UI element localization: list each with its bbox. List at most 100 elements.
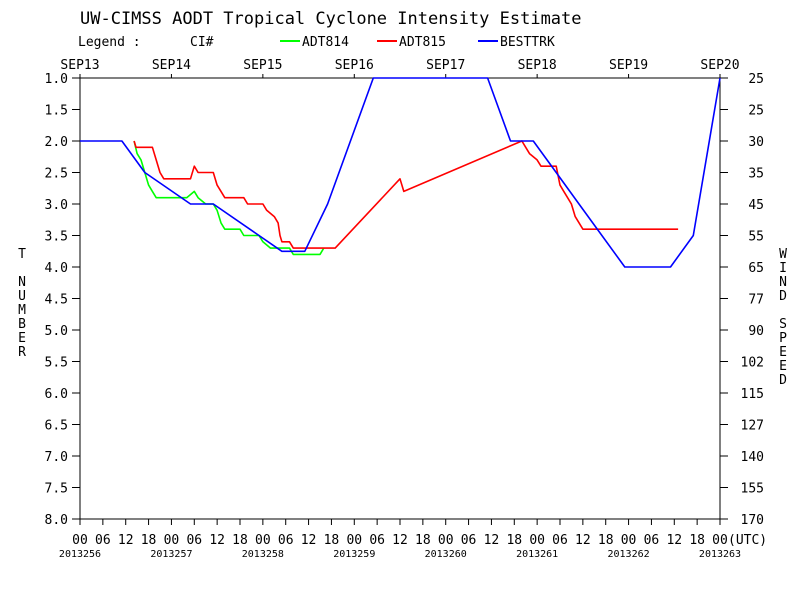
legend-label: BESTTRK: [500, 35, 555, 50]
x-hour-label: 12: [118, 533, 134, 548]
x-hour-label: 00: [712, 533, 728, 548]
x-hour-label: 12: [392, 533, 408, 548]
x-hour-label: 18: [689, 533, 705, 548]
y-left-tick-label: 2.5: [45, 167, 68, 182]
x-hour-label: 12: [301, 533, 317, 548]
y-axis-right-wind-speed: 252530354555657790102115127140155170WIND…: [720, 72, 787, 528]
y-right-tick-label: 25: [748, 104, 764, 119]
y-right-tick-label: 115: [741, 387, 764, 402]
y-right-label-char: I: [779, 261, 787, 276]
y-right-tick-label: 102: [741, 356, 764, 371]
y-left-tick-label: 3.5: [45, 230, 68, 245]
y-left-tick-label: 8.0: [45, 513, 68, 528]
x-hour-label: 00: [72, 533, 88, 548]
top-date-label: SEP19: [609, 58, 648, 73]
x-hour-label: 18: [415, 533, 431, 548]
x-axis-bottom: 00 06 12 18 00 06 12 18 00 06 12 18 00 06 12 18 00 06 12 18…: [59, 519, 767, 560]
x-hour-label: 12: [209, 533, 225, 548]
x-julian-label: 2013263: [699, 549, 741, 560]
x-julian-label: 2013258: [242, 549, 284, 560]
y-right-label-char: D: [779, 373, 787, 388]
y-right-tick-label: 55: [748, 230, 764, 245]
x-hour-label: 12: [666, 533, 682, 548]
y-right-tick-label: 45: [748, 198, 764, 213]
y-left-tick-label: 6.5: [45, 419, 68, 434]
plot-frame: [79, 77, 721, 520]
x-hour-label: 06: [186, 533, 202, 548]
y-right-label-char: P: [779, 331, 787, 346]
top-date-label: SEP16: [335, 58, 374, 73]
y-right-tick-label: 77: [748, 293, 764, 308]
y-right-tick-label: 127: [741, 419, 764, 434]
y-left-label-char: N: [18, 275, 26, 290]
x-hour-label: 12: [484, 533, 500, 548]
top-date-label: SEP17: [426, 58, 465, 73]
x-julian-label: 2013260: [425, 549, 467, 560]
y-left-tick-label: 1.5: [45, 104, 68, 119]
chart-title: UW-CIMSS AODT Tropical Cyclone Intensity…: [80, 9, 582, 29]
x-utc-label: (UTC): [728, 533, 767, 548]
x-hour-label: 18: [506, 533, 522, 548]
x-julian-label: 2013261: [516, 549, 558, 560]
y-right-label-char: E: [779, 345, 787, 360]
series-line-adt815: [133, 140, 679, 249]
x-julian-label: 2013259: [333, 549, 375, 560]
x-hour-label: 18: [324, 533, 340, 548]
y-left-tick-label: 5.5: [45, 356, 68, 371]
x-hour-label: 00: [346, 533, 362, 548]
x-hour-label: 18: [598, 533, 614, 548]
y-left-label-char: E: [18, 331, 26, 346]
y-left-tick-label: 7.0: [45, 450, 68, 465]
y-left-label-char: R: [18, 345, 26, 360]
y-left-tick-label: 5.0: [45, 324, 68, 339]
top-date-label: SEP18: [518, 58, 557, 73]
y-right-tick-label: 90: [748, 324, 764, 339]
y-right-label-char: E: [779, 359, 787, 374]
y-left-label-char: T: [18, 247, 26, 262]
legend-entries: ADT814 ADT815 BESTTRK: [280, 35, 555, 50]
y-right-tick-label: 140: [741, 450, 764, 465]
y-left-label-char: M: [18, 303, 26, 318]
x-hour-label: 06: [369, 533, 385, 548]
y-right-label-char: D: [779, 289, 787, 304]
y-left-label-char: B: [18, 317, 26, 332]
y-left-tick-label: 1.0: [45, 72, 68, 87]
x-hour-label: 00: [529, 533, 545, 548]
top-date-label: SEP20: [700, 58, 739, 73]
y-right-tick-label: 30: [748, 135, 764, 150]
x-hour-label: 00: [255, 533, 271, 548]
x-julian-label: 2013262: [607, 549, 649, 560]
top-date-label: SEP15: [243, 58, 282, 73]
x-hour-label: 06: [552, 533, 568, 548]
x-hour-label: 06: [461, 533, 477, 548]
x-hour-label: 18: [141, 533, 157, 548]
y-right-tick-label: 25: [748, 72, 764, 87]
x-hour-label: 18: [232, 533, 248, 548]
x-hour-label: 12: [575, 533, 591, 548]
y-left-tick-label: 7.5: [45, 482, 68, 497]
x-hour-label: 06: [644, 533, 660, 548]
x-julian-label: 2013257: [150, 549, 192, 560]
y-axis-left-t-number: 1.0 1.5 2.0 2.5 3.0 3.5 4.0 4.5 5.0 5.5 6.0 6.5 7.0 7…: [18, 72, 80, 528]
legend-label: ADT815: [399, 35, 446, 50]
y-left-tick-label: 2.0: [45, 135, 68, 150]
x-hour-label: 06: [95, 533, 111, 548]
top-date-label: SEP14: [152, 58, 191, 73]
y-right-tick-label: 155: [741, 482, 764, 497]
y-left-tick-label: 3.0: [45, 198, 68, 213]
y-right-label-char: W: [779, 247, 787, 262]
x-hour-label: 06: [278, 533, 294, 548]
x-hour-label: 00: [621, 533, 637, 548]
legend-label: ADT814: [302, 35, 349, 50]
series-layer: [80, 77, 721, 268]
y-right-label-char: S: [779, 317, 787, 332]
y-left-label-char: U: [18, 289, 26, 304]
series-line-besttrk: [80, 77, 721, 268]
x-julian-label: 2013256: [59, 549, 101, 560]
y-left-tick-label: 6.0: [45, 387, 68, 402]
y-left-tick-label: 4.5: [45, 293, 68, 308]
top-date-labels: SEP13 SEP14 SEP15 SEP16 SEP17 SEP18 SEP19 SEP20: [60, 58, 740, 78]
x-hour-label: 00: [438, 533, 454, 548]
y-right-tick-label: 170: [741, 513, 764, 528]
